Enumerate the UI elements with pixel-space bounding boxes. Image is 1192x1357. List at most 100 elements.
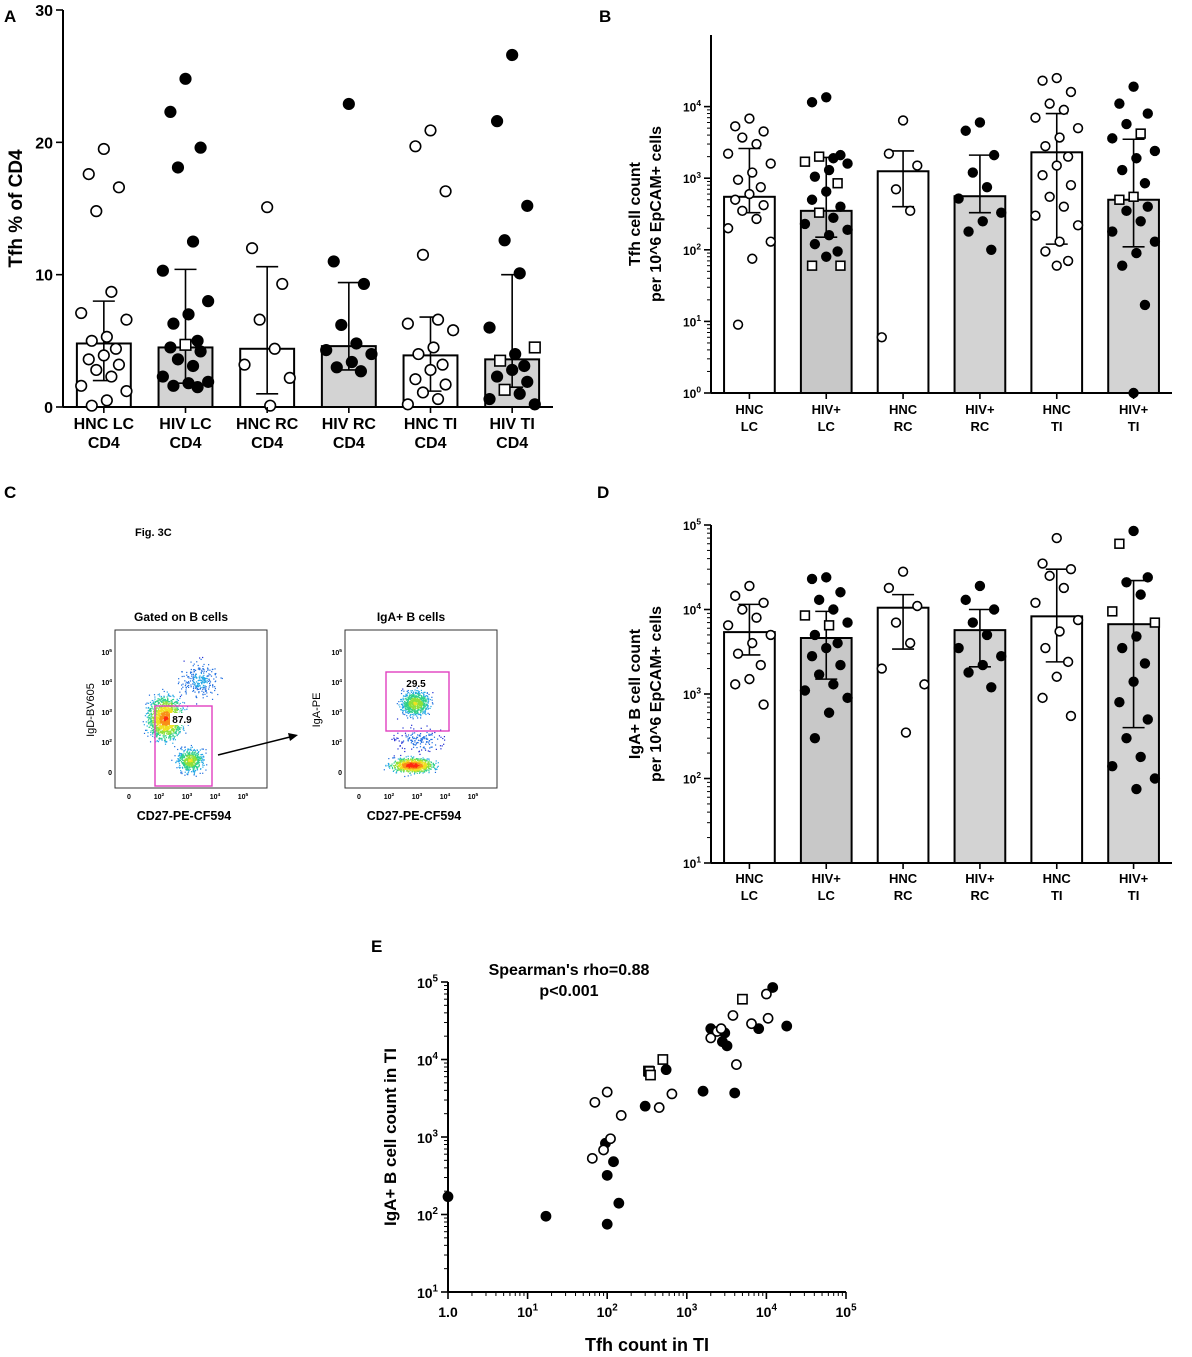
flow-plot-2-gate [385,671,450,732]
event-dot [154,698,156,700]
event-dot [413,711,415,713]
event-dot [393,755,395,757]
event-dot [437,765,439,767]
event-dot [163,715,165,718]
data-point [953,193,964,204]
event-dot [221,677,223,680]
event-dot [411,733,413,735]
event-dot [415,768,417,771]
x-tick-label: CD4 [169,435,201,452]
event-dot [425,766,428,768]
event-dot [170,708,172,710]
event-dot [401,741,403,743]
event-dot [188,682,190,684]
event-dot [203,691,205,693]
data-point [598,1144,609,1156]
event-dot [159,695,161,697]
event-dot [405,702,407,705]
data-point [1037,75,1048,86]
event-dot [193,759,196,761]
event-dot [210,691,212,693]
event-dot [419,734,421,736]
event-dot [171,732,173,734]
event-dot [421,707,424,710]
data-point [1030,112,1041,123]
event-dot [421,699,423,701]
event-dot [168,706,170,708]
event-dot [406,702,408,704]
event-dot [213,678,215,680]
event-dot [426,738,428,740]
event-dot [423,707,425,709]
event-dot [427,763,430,766]
event-dot [185,732,187,734]
event-dot [413,703,415,705]
data-point [1054,626,1065,637]
event-dot [197,758,199,761]
event-dot [158,717,160,719]
event-dot [427,758,429,760]
event-dot [175,711,177,713]
data-point [1037,558,1048,569]
event-dot [414,744,417,746]
event-dot [167,695,169,697]
event-dot [410,760,412,762]
data-point [1121,205,1132,217]
event-dot [417,700,419,702]
event-dot [411,736,414,738]
event-dot [154,696,156,698]
event-dot [422,768,424,770]
event-dot [405,763,407,765]
event-dot [160,711,162,713]
event-dot [168,736,170,738]
event-dot [148,708,151,710]
event-dot [202,760,204,762]
event-dot [160,738,162,740]
event-dot [192,675,195,677]
event-dot [184,709,186,711]
event-dot [417,712,419,714]
event-dot [413,758,416,760]
event-dot [172,735,175,737]
event-dot [411,771,413,773]
event-dot [405,694,407,696]
data-point [401,317,414,330]
event-dot [163,726,165,728]
x-tick-label: HIV+ [965,402,995,417]
data-point [1142,714,1153,725]
event-dot [434,764,436,766]
event-dot [204,685,206,687]
event-dot [200,753,202,756]
x-tick-label: RC [971,888,990,903]
event-dot [198,688,200,691]
data-point [912,600,923,612]
event-dot [423,705,425,707]
event-dot [162,701,164,703]
event-dot [181,709,183,711]
event-dot [163,696,165,699]
event-dot [172,698,175,701]
event-dot [155,717,157,720]
x-tick-label: 101 [517,1303,539,1320]
event-dot [416,696,418,698]
event-dot [407,711,410,713]
event-dot [190,749,193,751]
event-dot [150,718,152,720]
event-dot [402,703,404,705]
event-dot [411,757,414,760]
event-dot [406,695,408,697]
event-dot [411,705,413,708]
event-dot [412,709,414,711]
flow-x-tick: 0 [357,794,361,801]
event-dot [198,765,200,767]
event-dot [423,693,425,695]
event-dot [202,676,204,678]
event-dot [162,703,164,705]
event-dot [163,725,165,727]
event-dot [151,713,153,715]
event-dot [183,757,185,759]
event-dot [157,698,159,700]
flow-x-tick: 104 [440,792,451,801]
event-dot [161,709,163,711]
